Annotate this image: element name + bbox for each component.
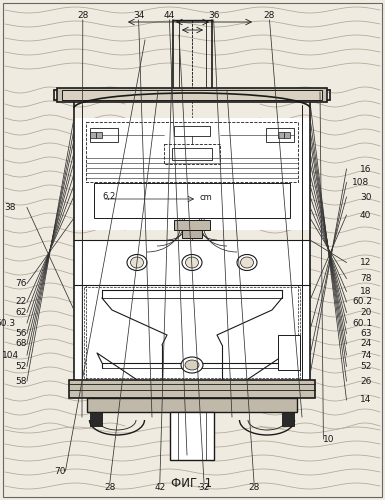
Ellipse shape (182, 254, 202, 270)
Bar (278, 132, 284, 138)
Text: 34: 34 (133, 11, 144, 20)
Text: 108: 108 (352, 178, 370, 187)
Ellipse shape (127, 254, 147, 270)
Bar (90, 132, 96, 138)
Bar (278, 335, 300, 370)
Text: 52: 52 (360, 362, 372, 371)
Bar (170, 412, 214, 460)
Text: cm: cm (200, 192, 213, 202)
Text: 70: 70 (54, 466, 65, 475)
Text: 12: 12 (360, 258, 372, 267)
Ellipse shape (237, 254, 257, 270)
Ellipse shape (181, 357, 203, 373)
Text: 28: 28 (104, 484, 115, 492)
Bar (74, 240, 310, 285)
Text: 104: 104 (2, 350, 19, 360)
Bar (182, 230, 202, 238)
Bar (90, 412, 102, 426)
Text: 60.2: 60.2 (352, 298, 372, 306)
Bar (74, 118, 310, 230)
Bar (282, 412, 294, 426)
Bar (174, 220, 210, 230)
Text: 44: 44 (164, 11, 175, 20)
Text: 68: 68 (15, 340, 27, 348)
Text: 74: 74 (360, 350, 372, 360)
Text: 62: 62 (15, 308, 27, 317)
Text: 36: 36 (208, 11, 219, 20)
Bar (74, 285, 310, 380)
Text: 52: 52 (15, 362, 27, 371)
Text: 10: 10 (323, 434, 335, 444)
Text: 32: 32 (198, 484, 210, 492)
Text: 76: 76 (15, 279, 27, 288)
Text: 38: 38 (4, 203, 15, 212)
Bar (69, 380, 315, 398)
Text: 78: 78 (360, 274, 372, 283)
Bar (84, 287, 300, 378)
Bar (96, 132, 102, 138)
Bar (164, 144, 220, 164)
Text: 56: 56 (15, 329, 27, 338)
Text: 40: 40 (360, 210, 372, 220)
Text: 18: 18 (360, 287, 372, 296)
Bar (172, 148, 212, 160)
Bar (87, 398, 297, 412)
Ellipse shape (241, 257, 253, 268)
Bar (57, 88, 327, 102)
Text: 42: 42 (154, 484, 166, 492)
Bar (62, 90, 322, 100)
Text: 14: 14 (360, 396, 372, 404)
Text: ФИГ. 1: ФИГ. 1 (171, 477, 213, 490)
Text: 63: 63 (360, 329, 372, 338)
Text: 28: 28 (264, 11, 275, 20)
Text: 60.1: 60.1 (352, 318, 372, 328)
Text: 20: 20 (360, 308, 372, 317)
Text: 22: 22 (16, 298, 27, 306)
Text: 6,2: 6,2 (102, 192, 115, 202)
Ellipse shape (185, 360, 199, 370)
Text: 24: 24 (360, 340, 371, 348)
Text: 28: 28 (77, 11, 89, 20)
Text: 58: 58 (15, 376, 27, 386)
Bar (94, 183, 290, 218)
Text: 60.3: 60.3 (0, 318, 15, 328)
Text: 28: 28 (248, 484, 260, 492)
Bar (86, 122, 298, 182)
Bar (174, 126, 210, 136)
Ellipse shape (131, 257, 144, 268)
Bar (90, 128, 118, 142)
Bar (266, 128, 294, 142)
Text: 30: 30 (360, 192, 372, 202)
Text: 16: 16 (360, 164, 372, 173)
Text: 26: 26 (360, 376, 372, 386)
Bar (284, 132, 290, 138)
Ellipse shape (186, 257, 199, 268)
